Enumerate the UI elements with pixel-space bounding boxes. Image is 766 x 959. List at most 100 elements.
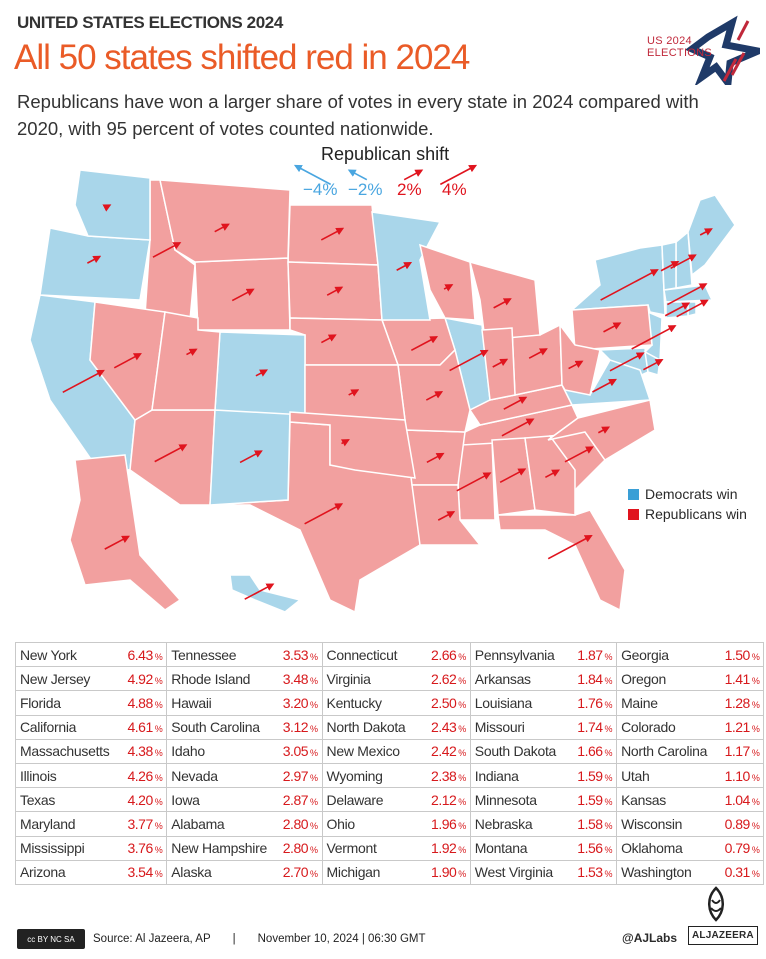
shift-number: 1.41 bbox=[724, 670, 751, 687]
state-name: New York bbox=[15, 641, 124, 668]
shift-number: 2.12 bbox=[431, 791, 457, 808]
state-nd bbox=[287, 204, 379, 266]
state-name: New Mexico bbox=[321, 738, 428, 764]
percent-sign: % bbox=[751, 845, 760, 856]
state-name: Louisiana bbox=[469, 690, 574, 716]
shift-number: 4.92 bbox=[127, 670, 154, 687]
shift-arrow-al bbox=[499, 468, 527, 484]
percent-sign: % bbox=[310, 699, 318, 710]
state-name: Colorado bbox=[616, 714, 721, 740]
shift-number: 1.96 bbox=[431, 815, 457, 832]
shift-number: 1.28 bbox=[724, 694, 751, 711]
percent-sign: % bbox=[310, 796, 318, 807]
percent-sign: % bbox=[604, 699, 613, 710]
percent-sign: % bbox=[154, 869, 163, 880]
al-jazeera-logo-icon bbox=[708, 886, 724, 922]
rep-swatch bbox=[628, 508, 639, 520]
state-name: Massachusetts bbox=[15, 738, 124, 764]
percent-sign: % bbox=[310, 772, 318, 783]
state-name: Missouri bbox=[469, 714, 574, 740]
percent-sign: % bbox=[751, 748, 760, 759]
shift-value: 4.61% bbox=[123, 714, 168, 740]
state-name: Florida bbox=[15, 690, 124, 716]
state-name: Virginia bbox=[321, 666, 428, 692]
percent-sign: % bbox=[458, 699, 466, 710]
percent-sign: % bbox=[154, 845, 163, 856]
shift-arrow-co bbox=[255, 369, 269, 377]
shift-number: 2.80 bbox=[282, 815, 309, 832]
shift-arrow-ma bbox=[667, 283, 708, 306]
percent-sign: % bbox=[458, 724, 466, 735]
source: Source: Al Jazeera, AP bbox=[93, 933, 211, 945]
shift-arrow-ms bbox=[456, 472, 492, 492]
shift-number: 0.79 bbox=[724, 840, 751, 857]
percent-sign: % bbox=[604, 796, 613, 807]
shift-arrow-ut bbox=[186, 348, 198, 356]
shift-number: 0.89 bbox=[724, 815, 751, 832]
date: November 10, 2024 | 06:30 GMT bbox=[257, 933, 426, 945]
shift-arrow-ok bbox=[340, 439, 350, 447]
shift-number: 1.84 bbox=[577, 670, 603, 687]
percent-sign: % bbox=[604, 869, 613, 880]
creative-commons-icon: cc BY NC SA bbox=[17, 929, 85, 949]
state-name: New Hampshire bbox=[166, 835, 279, 861]
shift-value: 3.76% bbox=[123, 835, 168, 861]
separator: | bbox=[232, 933, 236, 945]
shift-number: 3.20 bbox=[282, 694, 309, 711]
shift-arrow-me bbox=[699, 228, 713, 236]
shift-value: 1.10% bbox=[720, 762, 765, 789]
us-2024-elections-logo: US 2024 ELECTIONS bbox=[620, 15, 766, 93]
shift-value: 3.54% bbox=[123, 859, 168, 885]
percent-sign: % bbox=[604, 748, 613, 759]
shift-number: 1.76 bbox=[577, 694, 603, 711]
state-name: Arkansas bbox=[469, 666, 574, 692]
percent-sign: % bbox=[751, 675, 760, 686]
dem-swatch bbox=[628, 488, 639, 500]
state-name: Texas bbox=[15, 787, 124, 813]
shift-arrow-la bbox=[437, 511, 456, 521]
state-name: Alaska bbox=[166, 859, 279, 885]
shift-value: 1.17% bbox=[720, 738, 765, 764]
shift-value: 2.80% bbox=[278, 811, 323, 837]
percent-sign: % bbox=[458, 845, 466, 856]
shift-arrow-nv bbox=[113, 353, 142, 369]
legend-dem-label: Democrats win bbox=[645, 486, 738, 502]
shift-value: 3.12% bbox=[278, 714, 323, 740]
state-la bbox=[411, 484, 482, 546]
shift-value: 1.58% bbox=[573, 811, 618, 837]
state-name: Minnesota bbox=[469, 787, 574, 813]
shift-number: 3.76 bbox=[127, 840, 154, 857]
shift-arrow-ca bbox=[62, 369, 105, 394]
state-name: Vermont bbox=[321, 835, 428, 861]
percent-sign: % bbox=[751, 820, 760, 831]
state-hi bbox=[229, 574, 302, 613]
shift-value: 2.97% bbox=[278, 762, 323, 789]
shift-number: 3.53 bbox=[282, 646, 309, 663]
state-name: Oregon bbox=[616, 666, 721, 692]
table-row: Texas 4.20% Iowa 2.87% Delaware 2.12% Minnesot… bbox=[15, 787, 765, 813]
state-name: Kentucky bbox=[321, 690, 428, 716]
legend-label: −2% bbox=[348, 180, 383, 199]
shift-arrow-wi bbox=[443, 284, 454, 292]
shift-value: 3.77% bbox=[123, 811, 168, 837]
percent-sign: % bbox=[154, 796, 163, 807]
shift-number: 2.70 bbox=[282, 864, 309, 881]
footer: cc BY NC SA Source: Al Jazeera, AP | Nov… bbox=[17, 929, 426, 949]
percent-sign: % bbox=[458, 651, 466, 662]
shift-value: 1.28% bbox=[720, 690, 765, 716]
shift-arrow-de bbox=[643, 359, 664, 371]
legend-arrow bbox=[293, 164, 332, 186]
shift-arrow-vt bbox=[660, 260, 680, 272]
percent-sign: % bbox=[458, 748, 466, 759]
state-name: South Carolina bbox=[166, 714, 279, 740]
shift-number: 4.88 bbox=[127, 694, 154, 711]
state-ne bbox=[289, 317, 400, 366]
table-row: Mississippi 3.76% New Hampshire 2.80% Vermon… bbox=[15, 835, 765, 861]
percent-sign: % bbox=[154, 699, 163, 710]
percent-sign: % bbox=[154, 651, 163, 662]
percent-sign: % bbox=[310, 820, 318, 831]
shift-value: 2.70% bbox=[278, 859, 323, 885]
shift-number: 2.66 bbox=[431, 646, 457, 663]
percent-sign: % bbox=[154, 772, 163, 783]
shift-value: 3.53% bbox=[278, 641, 323, 668]
